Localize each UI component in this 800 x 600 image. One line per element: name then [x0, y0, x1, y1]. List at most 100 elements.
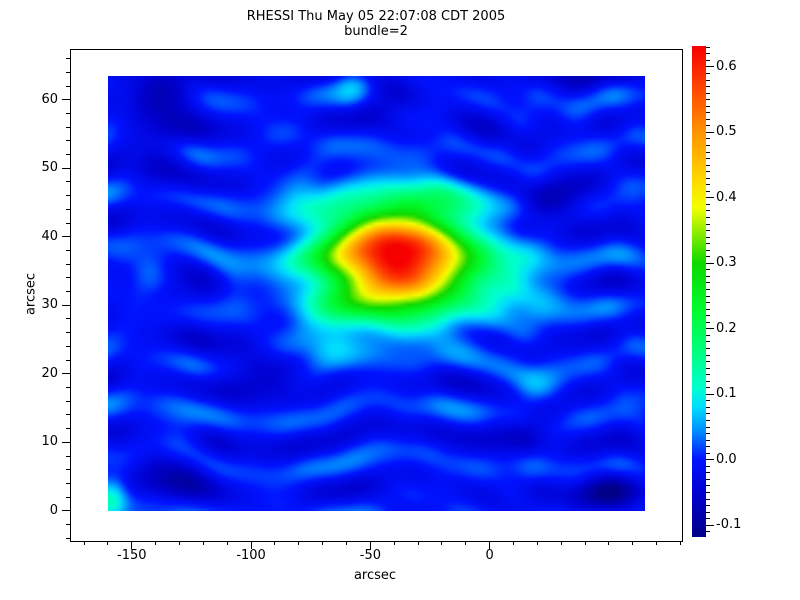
- colorbar-minor-tick: [706, 367, 710, 369]
- x-minor-tick: [441, 541, 443, 545]
- x-tick-label: -150: [117, 548, 147, 563]
- colorbar-major-tick: [706, 328, 714, 330]
- y-major-tick: [62, 373, 70, 375]
- colorbar-minor-tick: [706, 289, 710, 291]
- colorbar-minor-tick: [706, 465, 710, 467]
- colorbar-minor-tick: [706, 151, 710, 153]
- y-minor-tick: [66, 181, 70, 183]
- y-minor-tick: [66, 400, 70, 402]
- colorbar-minor-tick: [706, 99, 710, 101]
- y-minor-tick: [66, 249, 70, 251]
- colorbar-major-tick: [706, 393, 714, 395]
- y-minor-tick: [66, 291, 70, 293]
- colorbar-minor-tick: [706, 354, 710, 356]
- colorbar-minor-tick: [706, 236, 710, 238]
- x-tick-label: -100: [236, 548, 266, 563]
- colorbar-minor-tick: [706, 334, 710, 336]
- colorbar-minor-tick: [706, 452, 710, 454]
- colorbar-minor-tick: [706, 374, 710, 376]
- x-minor-tick: [560, 541, 562, 545]
- colorbar-minor-tick: [706, 347, 710, 349]
- x-minor-tick: [107, 541, 109, 545]
- colorbar-minor-tick: [706, 446, 710, 448]
- colorbar-minor-tick: [706, 138, 710, 140]
- x-minor-tick: [465, 541, 467, 545]
- x-minor-tick: [155, 541, 157, 545]
- y-minor-tick: [66, 414, 70, 416]
- y-minor-tick: [66, 537, 70, 539]
- y-minor-tick: [66, 318, 70, 320]
- colorbar-minor-tick: [706, 282, 710, 284]
- x-major-tick: [489, 541, 491, 549]
- x-axis-label: arcsec: [353, 568, 397, 583]
- y-minor-tick: [66, 345, 70, 347]
- colorbar-minor-tick: [706, 426, 710, 428]
- colorbar-major-tick: [706, 459, 714, 461]
- x-minor-tick: [393, 541, 395, 545]
- y-minor-tick: [66, 277, 70, 279]
- y-minor-tick: [66, 58, 70, 60]
- x-tick-label: -50: [359, 548, 381, 563]
- colorbar-minor-tick: [706, 531, 710, 533]
- heatmap-image: [108, 76, 645, 511]
- colorbar-minor-tick: [706, 302, 710, 304]
- y-tick-label: 20: [41, 365, 58, 381]
- colorbar-minor-tick: [706, 203, 710, 205]
- y-minor-tick: [66, 112, 70, 114]
- colorbar-minor-tick: [706, 478, 710, 480]
- colorbar-minor-tick: [706, 59, 710, 61]
- y-minor-tick: [66, 387, 70, 388]
- colorbar-minor-tick: [706, 177, 710, 179]
- colorbar-minor-tick: [706, 505, 710, 507]
- colorbar-minor-tick: [706, 46, 710, 48]
- colorbar-minor-tick: [706, 92, 710, 94]
- colorbar-minor-tick: [706, 472, 710, 474]
- x-minor-tick: [417, 541, 419, 545]
- y-minor-tick: [66, 496, 70, 498]
- colorbar-minor-tick: [706, 439, 710, 441]
- colorbar-minor-tick: [706, 112, 710, 114]
- colorbar-minor-tick: [706, 256, 710, 258]
- y-minor-tick: [66, 524, 70, 526]
- y-minor-tick: [66, 359, 70, 361]
- colorbar-minor-tick: [706, 72, 710, 74]
- colorbar-minor-tick: [706, 387, 710, 389]
- x-minor-tick: [513, 541, 515, 545]
- y-tick-label: 40: [41, 228, 58, 244]
- colorbar-minor-tick: [706, 518, 710, 520]
- x-minor-tick: [632, 541, 634, 545]
- y-minor-tick: [66, 71, 70, 73]
- y-major-tick: [62, 99, 70, 101]
- x-minor-tick: [608, 541, 610, 545]
- y-minor-tick: [66, 455, 70, 457]
- colorbar-minor-tick: [706, 184, 710, 186]
- colorbar-minor-tick: [706, 308, 710, 310]
- y-minor-tick: [66, 482, 70, 484]
- y-minor-tick: [66, 126, 70, 128]
- colorbar-minor-tick: [706, 223, 710, 225]
- colorbar-minor-tick: [706, 498, 710, 500]
- colorbar-minor-tick: [706, 53, 710, 55]
- y-tick-label: 10: [41, 434, 58, 450]
- colorbar-minor-tick: [706, 341, 710, 343]
- colorbar-minor-tick: [706, 249, 710, 251]
- colorbar-minor-tick: [706, 413, 710, 415]
- colorbar-minor-tick: [706, 171, 710, 173]
- colorbar-minor-tick: [706, 400, 710, 402]
- colorbar-minor-tick: [706, 485, 710, 487]
- y-tick-label: 30: [41, 297, 58, 313]
- x-minor-tick: [680, 541, 682, 545]
- colorbar-minor-tick: [706, 118, 710, 120]
- y-major-tick: [62, 236, 70, 238]
- y-major-tick: [62, 304, 70, 306]
- colorbar-minor-tick: [706, 269, 710, 271]
- colorbar-minor-tick: [706, 491, 710, 493]
- y-axis-label: arcsec: [23, 272, 39, 316]
- colorbar-major-tick: [706, 197, 714, 199]
- colorbar-minor-tick: [706, 164, 710, 166]
- y-minor-tick: [66, 428, 70, 430]
- colorbar-tick-label: -0.1: [716, 517, 742, 533]
- colorbar-minor-tick: [706, 419, 710, 421]
- colorbar-minor-tick: [706, 380, 710, 382]
